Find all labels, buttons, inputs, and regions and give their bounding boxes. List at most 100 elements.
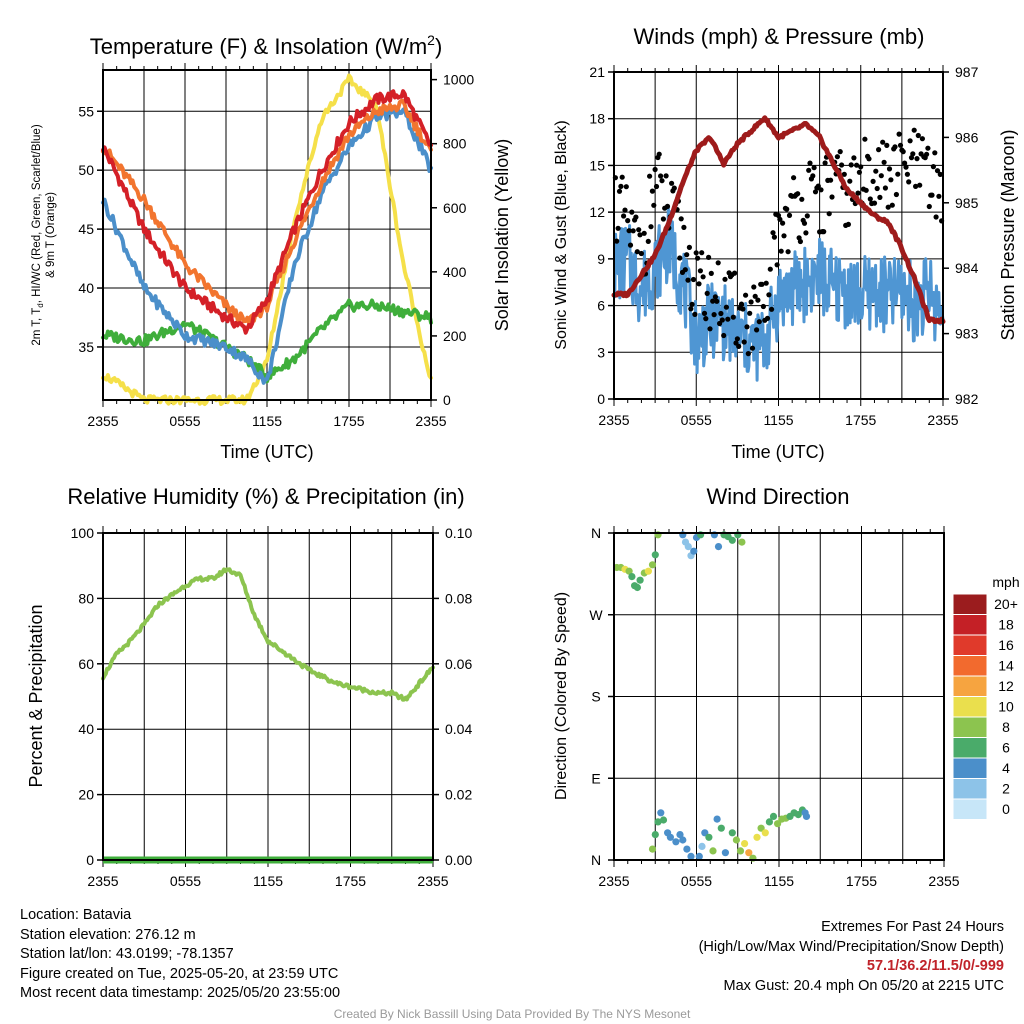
gust-point: [701, 310, 708, 316]
series-line-insolation: [101, 73, 433, 406]
series-line-sonic-wind: [613, 206, 945, 382]
gust-point: [730, 314, 736, 320]
gust-point: [636, 227, 642, 233]
gust-point: [822, 160, 828, 166]
gust-point: [689, 301, 695, 307]
gust-point: [858, 164, 864, 170]
gust-point: [745, 351, 751, 357]
gust-point: [834, 154, 841, 160]
gust-point: [786, 212, 793, 218]
direction-plot-area: N E S W N 2355 0555 1155 1755 2355: [589, 525, 959, 889]
legend-label: 4: [1002, 760, 1010, 776]
gust-point: [926, 203, 932, 210]
gust-point: [630, 228, 636, 234]
gust-point: [669, 180, 675, 186]
gust-point: [692, 311, 698, 317]
direction-point: [666, 833, 675, 841]
gust-point: [880, 139, 886, 145]
temperature-y2tick-label: 400: [443, 264, 467, 280]
direction-point: [738, 538, 746, 546]
direction-point: [684, 543, 692, 551]
gust-point: [806, 167, 812, 173]
legend-label: 6: [1002, 740, 1010, 756]
gust-point: [711, 312, 717, 318]
gust-point: [881, 159, 887, 165]
series-line-2m-t: [101, 89, 433, 335]
temperature-ytick-label: 40: [78, 280, 94, 296]
humidity-ytick-label: 40: [78, 721, 94, 737]
legend-swatch: [952, 757, 988, 779]
speed-legend: 20+ 18 16 14 12 10 8 6 4 2 0: [952, 593, 1018, 820]
gust-point: [911, 127, 917, 133]
gust-point: [778, 248, 784, 254]
temperature-xlabel: Time (UTC): [220, 442, 313, 462]
gust-point: [828, 177, 834, 183]
temperature-y2tick-label: 1000: [443, 72, 474, 88]
wind-ytick-label: 21: [589, 64, 605, 80]
gust-point: [933, 214, 939, 220]
series-line-pressure: [611, 115, 946, 325]
gust-point: [697, 268, 704, 274]
gust-point: [821, 229, 827, 235]
gust-point: [688, 306, 694, 312]
gust-point: [664, 203, 671, 209]
gust-point: [684, 252, 690, 258]
direction-point: [628, 573, 636, 581]
humidity-y2tick-label: 0.06: [445, 656, 472, 672]
gust-point: [658, 173, 664, 179]
gust-point: [839, 162, 845, 168]
gust-point: [929, 192, 935, 198]
legend-label: 16: [998, 637, 1014, 653]
legend-label: 14: [998, 658, 1014, 674]
gust-point: [647, 173, 653, 179]
temperature-plot-area: 35 40 45 50 55 0 200 400 600 800 1000 2355 0555 1155 1…: [78, 63, 474, 429]
direction-frame: [613, 532, 945, 861]
temperature-xtick-label: 2355: [415, 413, 446, 429]
wind-y2tick-label: 985: [955, 195, 979, 211]
gust-point: [804, 213, 810, 219]
wind-ytick-label: 15: [589, 157, 605, 173]
humidity-panel: Relative Humidity (%) & Precipitation (i…: [26, 484, 472, 889]
gust-point: [621, 213, 627, 219]
gust-point: [696, 281, 702, 287]
direction-point: [794, 811, 802, 819]
gust-point: [706, 254, 712, 260]
gust-point: [681, 224, 687, 230]
gust-point: [722, 276, 728, 282]
direction-xtick-label: 1755: [846, 873, 877, 889]
temperature-ytick-label: 35: [78, 339, 94, 355]
direction-point: [761, 829, 769, 837]
gust-point: [784, 206, 790, 212]
gust-point: [707, 326, 713, 332]
gust-point: [663, 173, 669, 179]
gust-point: [704, 290, 710, 296]
gust-point: [714, 298, 720, 304]
humidity-ytick-label: 20: [78, 787, 94, 803]
gust-point: [807, 160, 813, 166]
temperature-y2tick-label: 800: [443, 136, 467, 152]
gust-point: [710, 298, 716, 304]
legend-swatch: [952, 798, 988, 820]
gust-point: [641, 230, 647, 236]
gust-point: [774, 262, 780, 268]
wind-y2tick-label: 984: [955, 260, 979, 276]
legend-swatch: [952, 614, 988, 636]
gust-point: [826, 211, 832, 217]
series-line-td: [101, 298, 433, 384]
gust-point: [656, 151, 662, 157]
gust-point: [837, 149, 843, 155]
credit-text: Created By Nick Bassill Using Data Provi…: [333, 1007, 691, 1021]
gust-point: [781, 233, 787, 239]
direction-point: [683, 845, 691, 853]
wind-title: Winds (mph) & Pressure (mb): [634, 24, 925, 49]
pressure-ylabel: Station Pressure (Maroon): [998, 129, 1018, 340]
direction-point: [736, 847, 745, 855]
legend-swatch: [952, 737, 988, 759]
gust-point: [799, 196, 805, 202]
direction-point: [757, 824, 765, 832]
humidity-ytick-label: 80: [78, 590, 94, 606]
gust-point: [913, 183, 919, 189]
gust-point: [629, 209, 635, 215]
humidity-title: Relative Humidity (%) & Precipitation (i…: [67, 484, 464, 509]
gust-point: [616, 188, 623, 194]
